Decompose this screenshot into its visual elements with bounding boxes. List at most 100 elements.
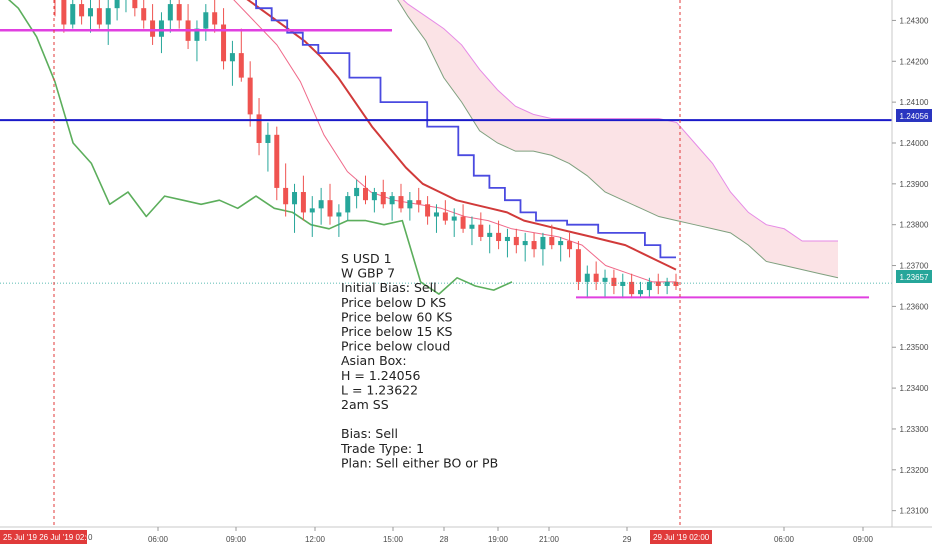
- note-line: H = 1.24056: [341, 368, 421, 383]
- left-time-flag-text: 25 Jul '19 26 Jul '19 02:00: [3, 533, 96, 542]
- kijun-sen-line: [255, 0, 676, 259]
- price-tick-label: 1.24200: [900, 57, 929, 66]
- note-line: 2am SS: [341, 397, 389, 412]
- price-tick-label: 1.23600: [900, 302, 929, 311]
- time-axis-ticks: 06:00 09:00 12:00 15:00 28 19:00 21:00 29 06:00 0…: [148, 527, 874, 544]
- candle-body: [398, 196, 404, 209]
- current-price-label-text: 1.23657: [900, 273, 929, 282]
- note-line: W GBP 7: [341, 266, 395, 281]
- candle-body: [194, 28, 200, 41]
- candle-body: [336, 212, 342, 217]
- candle-body: [87, 8, 93, 17]
- note-line: Plan: Sell either BO or PB: [341, 455, 498, 470]
- candle-body: [584, 273, 590, 282]
- candle-body: [256, 114, 262, 143]
- candle-body: [274, 134, 280, 188]
- candle-body: [354, 187, 360, 197]
- candle-body: [460, 216, 466, 229]
- candle-body: [158, 20, 164, 37]
- candle-body: [389, 196, 395, 205]
- candle-body: [416, 200, 422, 205]
- candle-body: [265, 134, 271, 143]
- candle-body: [318, 200, 324, 209]
- candle-body: [646, 281, 652, 291]
- h-line-price-label: 1.24056: [896, 109, 932, 122]
- candle-body: [407, 200, 413, 209]
- candle-body: [150, 20, 156, 37]
- candle-body: [558, 241, 564, 246]
- candle-body: [141, 8, 147, 21]
- candle-body: [425, 204, 431, 217]
- candle-body: [442, 212, 448, 221]
- candle-body: [363, 187, 368, 201]
- price-tick-label: 1.23800: [900, 221, 929, 230]
- candle-body: [522, 241, 528, 246]
- candle-body: [114, 0, 120, 9]
- left-time-flag-bg: [0, 530, 87, 544]
- cloud-upper-edge: [402, 0, 838, 242]
- candle-body: [629, 281, 635, 295]
- current-price-label-bg: [896, 270, 932, 283]
- candle-body: [638, 290, 644, 295]
- vertical-markers[interactable]: [53, 0, 681, 527]
- candle-body: [247, 77, 253, 115]
- ichimoku-cloud: [397, 0, 839, 279]
- candle-body: [221, 24, 227, 62]
- candle-body: [673, 281, 679, 286]
- price-tick-label: 1.24000: [900, 139, 929, 148]
- candle-body: [238, 53, 244, 78]
- candle-body: [433, 212, 439, 217]
- time-tick-label: 15:00: [383, 535, 404, 544]
- note-line: Price below cloud: [341, 339, 450, 354]
- candle-body: [96, 8, 102, 25]
- current-price-label: 1.23657: [896, 270, 932, 283]
- level-lines[interactable]: [0, 28, 892, 299]
- note-line: Price below 60 KS: [341, 309, 452, 324]
- note-line: Trade Type: 1: [340, 441, 424, 456]
- candle-body: [203, 12, 209, 29]
- time-tick-label: 21:00: [539, 535, 560, 544]
- candle-body: [79, 4, 85, 17]
- right-time-flag-bg: [650, 530, 712, 544]
- left-time-flag: 25 Jul '19 26 Jul '19 02:00 0: [0, 530, 96, 544]
- price-tick-label: 1.23700: [900, 262, 929, 271]
- note-line: Price below 15 KS: [341, 324, 452, 339]
- candle-body: [487, 232, 493, 237]
- ema-line: [246, 0, 677, 271]
- price-tick-label: 1.24300: [900, 16, 929, 25]
- cloud-fill: [397, 0, 838, 278]
- candle-body: [478, 224, 484, 237]
- price-axis-panel[interactable]: [892, 0, 932, 527]
- price-tick-label: 1.24100: [900, 98, 929, 107]
- time-tick-label: 29: [623, 535, 632, 544]
- candle-body: [575, 249, 581, 282]
- candle-body: [655, 281, 661, 286]
- time-tick-label: 12:00: [305, 535, 326, 544]
- note-line: L = 1.23622: [341, 382, 418, 397]
- chikou-span-line: [7, 0, 513, 295]
- candle-body: [451, 216, 457, 221]
- price-tick-label: 1.23100: [900, 507, 929, 516]
- candle-body: [132, 0, 138, 9]
- candle-body: [176, 4, 182, 21]
- left-time-flag-tail: 0: [88, 533, 93, 542]
- indicator-lines: [7, 0, 677, 295]
- price-tick-label: 1.23500: [900, 343, 929, 352]
- candle-body: [602, 277, 608, 282]
- note-line: Price below D KS: [341, 295, 446, 310]
- candle-body: [380, 192, 386, 205]
- note-line: Initial Bias: Sell: [341, 280, 437, 295]
- price-axis-ticks: 1.24300 1.24200 1.24100 1.24000 1.23900 1.238…: [892, 16, 929, 516]
- candle-body: [300, 192, 306, 213]
- price-tick-label: 1.23200: [900, 466, 929, 475]
- candle-body: [327, 200, 333, 217]
- note-line: Bias: Sell: [341, 426, 398, 441]
- time-tick-label: 06:00: [774, 535, 795, 544]
- candle-body: [664, 281, 670, 286]
- time-tick-label: 28: [440, 535, 449, 544]
- right-time-flag: 29 Jul '19 02:00: [650, 530, 712, 544]
- candle-body: [540, 236, 546, 250]
